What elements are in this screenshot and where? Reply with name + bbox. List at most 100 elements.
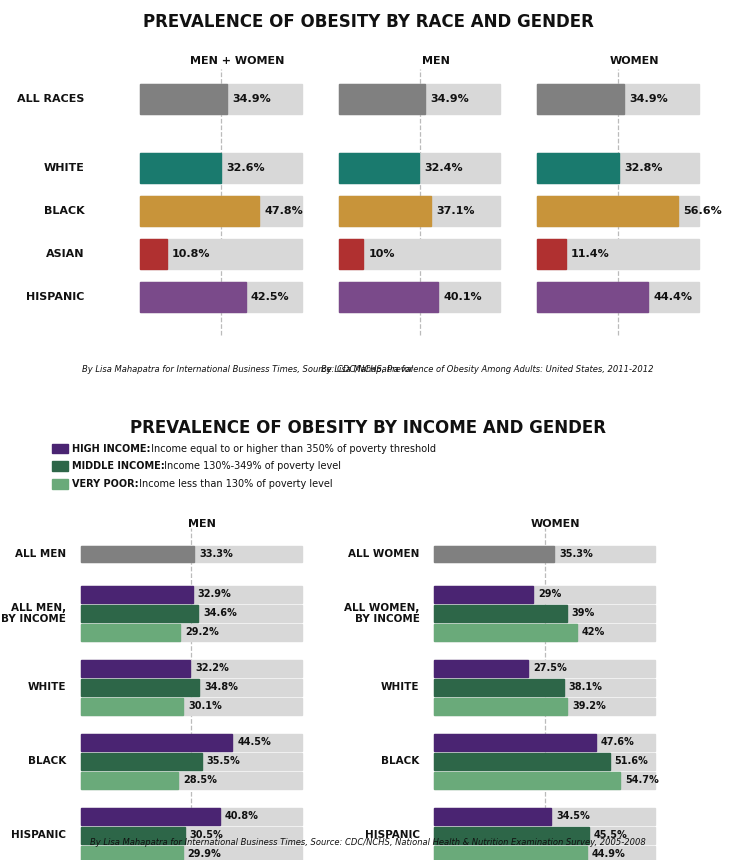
Text: MEN + WOMEN: MEN + WOMEN <box>190 56 284 66</box>
Bar <box>140 238 302 268</box>
Text: BLACK: BLACK <box>44 206 85 216</box>
Text: 34.8%: 34.8% <box>205 682 238 692</box>
Text: 32.4%: 32.4% <box>425 163 463 173</box>
Text: 45.5%: 45.5% <box>594 830 628 840</box>
Bar <box>140 196 259 225</box>
Bar <box>81 772 302 789</box>
Bar <box>537 196 679 225</box>
Text: Income less than 130% of poverty level: Income less than 130% of poverty level <box>136 479 333 489</box>
Bar <box>434 545 554 562</box>
Text: 40.8%: 40.8% <box>224 811 258 821</box>
Bar <box>140 84 227 114</box>
Bar <box>434 605 567 622</box>
Bar <box>81 624 180 641</box>
Bar <box>140 196 302 225</box>
Text: 32.6%: 32.6% <box>226 163 265 173</box>
Bar <box>81 660 191 677</box>
Text: 32.8%: 32.8% <box>624 163 662 173</box>
Bar <box>81 545 302 562</box>
Text: 32.9%: 32.9% <box>198 589 232 599</box>
Bar <box>81 586 193 603</box>
Text: Income 130%-349% of poverty level: Income 130%-349% of poverty level <box>161 461 341 471</box>
Bar <box>81 545 194 562</box>
Bar <box>140 84 302 114</box>
Bar <box>537 238 566 268</box>
Bar <box>434 660 655 677</box>
Bar <box>140 238 167 268</box>
Bar <box>434 826 655 844</box>
Bar <box>81 808 302 825</box>
Text: MIDDLE INCOME:: MIDDLE INCOME: <box>72 461 165 471</box>
Text: HISPANIC: HISPANIC <box>364 830 420 840</box>
Bar <box>434 826 589 844</box>
Text: 10.8%: 10.8% <box>172 249 210 259</box>
Text: 51.6%: 51.6% <box>615 756 648 766</box>
Text: WOMEN: WOMEN <box>531 519 581 529</box>
Text: 44.9%: 44.9% <box>592 849 626 859</box>
Text: By Lisa Mahapatra for International Business Times, Source: CDC/NCHS, National H: By Lisa Mahapatra for International Busi… <box>90 838 646 847</box>
Text: ALL WOMEN,
BY INCOME: ALL WOMEN, BY INCOME <box>344 603 420 624</box>
Bar <box>81 698 183 715</box>
Text: 34.6%: 34.6% <box>204 608 238 618</box>
Text: 54.7%: 54.7% <box>625 775 659 785</box>
Bar <box>434 586 655 603</box>
Bar <box>81 624 302 641</box>
Bar <box>339 238 364 268</box>
Bar <box>81 660 302 677</box>
Text: 34.9%: 34.9% <box>232 94 271 104</box>
Text: 27.5%: 27.5% <box>533 663 567 673</box>
Text: ALL MEN: ALL MEN <box>15 549 66 559</box>
Bar <box>537 196 699 225</box>
Text: 40.1%: 40.1% <box>444 292 482 302</box>
Text: 29%: 29% <box>538 589 561 599</box>
Bar <box>537 282 648 312</box>
Bar <box>434 752 655 770</box>
Bar <box>140 282 246 312</box>
Text: HISPANIC: HISPANIC <box>11 830 66 840</box>
Text: 39%: 39% <box>572 608 595 618</box>
Text: 32.2%: 32.2% <box>196 663 229 673</box>
Bar <box>81 826 185 844</box>
Bar <box>339 282 439 312</box>
Text: 39.2%: 39.2% <box>573 701 606 711</box>
Text: 42%: 42% <box>582 627 605 637</box>
Text: WHITE: WHITE <box>28 682 66 692</box>
Bar <box>81 846 183 860</box>
Text: ALL MEN,
BY INCOME: ALL MEN, BY INCOME <box>1 603 66 624</box>
Text: 35.3%: 35.3% <box>559 549 593 559</box>
Text: 47.8%: 47.8% <box>264 206 302 216</box>
Bar <box>537 153 699 183</box>
Bar <box>339 84 500 114</box>
Bar <box>434 698 655 715</box>
Bar <box>434 586 533 603</box>
Bar <box>81 586 302 603</box>
Text: PREVALENCE OF OBESITY BY RACE AND GENDER: PREVALENCE OF OBESITY BY RACE AND GENDER <box>143 13 593 31</box>
Bar <box>81 698 302 715</box>
Text: 47.6%: 47.6% <box>601 737 635 747</box>
Text: ASIAN: ASIAN <box>46 249 85 259</box>
Text: BLACK: BLACK <box>28 756 66 766</box>
Text: BLACK: BLACK <box>381 756 420 766</box>
Text: 35.5%: 35.5% <box>207 756 241 766</box>
Bar <box>434 605 655 622</box>
Text: 10%: 10% <box>369 249 395 259</box>
Bar <box>52 461 68 471</box>
Bar <box>537 153 619 183</box>
Bar <box>81 679 302 696</box>
Bar <box>434 734 596 751</box>
Bar <box>434 624 577 641</box>
Bar <box>434 660 528 677</box>
Text: 37.1%: 37.1% <box>436 206 475 216</box>
Bar <box>81 734 302 751</box>
Bar <box>339 282 500 312</box>
Bar <box>434 808 551 825</box>
Text: 34.9%: 34.9% <box>431 94 470 104</box>
Bar <box>434 698 567 715</box>
Bar <box>140 153 221 183</box>
Bar <box>434 752 609 770</box>
Bar <box>434 545 655 562</box>
Bar <box>81 752 202 770</box>
Bar <box>140 153 302 183</box>
Text: 29.2%: 29.2% <box>185 627 219 637</box>
Bar <box>52 444 68 453</box>
